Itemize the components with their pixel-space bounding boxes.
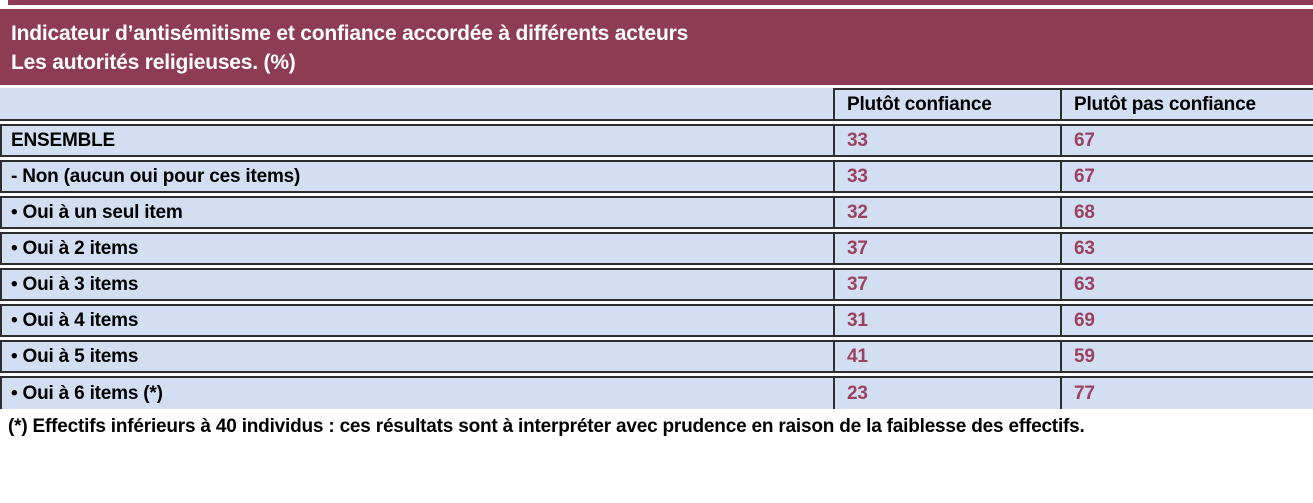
row-label-cell: • Oui à 6 items (*) [0,376,835,409]
row-label-cell: • Oui à 4 items [0,304,835,337]
row-label-cell: • Oui à 3 items [0,268,835,301]
confiance-value-cell: 41 [835,340,1062,373]
pas-confiance-value-cell: 69 [1062,304,1313,337]
table-header-row: Plutôt confiance Plutôt pas confiance [0,88,1313,121]
pas-confiance-value-cell: 63 [1062,268,1313,301]
table-row: • Oui à un seul item 32 68 [0,196,1313,229]
confiance-value-cell: 23 [835,376,1062,409]
row-label-cell: • Oui à 2 items [0,232,835,265]
top-accent-strip [8,0,1313,5]
pas-confiance-value-cell: 68 [1062,196,1313,229]
empty-header-cell [0,88,835,121]
confiance-value-cell: 31 [835,304,1062,337]
pas-confiance-value-cell: 59 [1062,340,1313,373]
confiance-value-cell: 32 [835,196,1062,229]
figure-title-line1: Indicateur d’antisémitisme et confiance … [11,22,689,45]
table-row: • Oui à 5 items 41 59 [0,340,1313,373]
table-row: • Oui à 3 items 37 63 [0,268,1313,301]
pas-confiance-value-cell: 63 [1062,232,1313,265]
results-table: Plutôt confiance Plutôt pas confiance EN… [0,85,1313,412]
row-label-cell: • Oui à un seul item [0,196,835,229]
column-header-confiance: Plutôt confiance [835,88,1062,121]
column-header-pas-confiance: Plutôt pas confiance [1062,88,1313,121]
row-label-cell: - Non (aucun oui pour ces items) [0,160,835,193]
table-row: • Oui à 2 items 37 63 [0,232,1313,265]
confiance-value-cell: 37 [835,232,1062,265]
figure-title-line2: Les autorités religieuses. (%) [11,51,296,74]
pas-confiance-value-cell: 67 [1062,124,1313,157]
row-label-cell: • Oui à 5 items [0,340,835,373]
row-label-cell: ENSEMBLE [0,124,835,157]
confiance-value-cell: 37 [835,268,1062,301]
confiance-value-cell: 33 [835,160,1062,193]
footnote: (*) Effectifs inférieurs à 40 individus … [8,416,1085,437]
pas-confiance-value-cell: 77 [1062,376,1313,409]
title-band: Indicateur d’antisémitisme et confiance … [0,9,1313,85]
table-row: - Non (aucun oui pour ces items) 33 67 [0,160,1313,193]
table-row: • Oui à 6 items (*) 23 77 [0,376,1313,409]
table-row: ENSEMBLE 33 67 [0,124,1313,157]
confiance-value-cell: 33 [835,124,1062,157]
table-row: • Oui à 4 items 31 69 [0,304,1313,337]
pas-confiance-value-cell: 67 [1062,160,1313,193]
